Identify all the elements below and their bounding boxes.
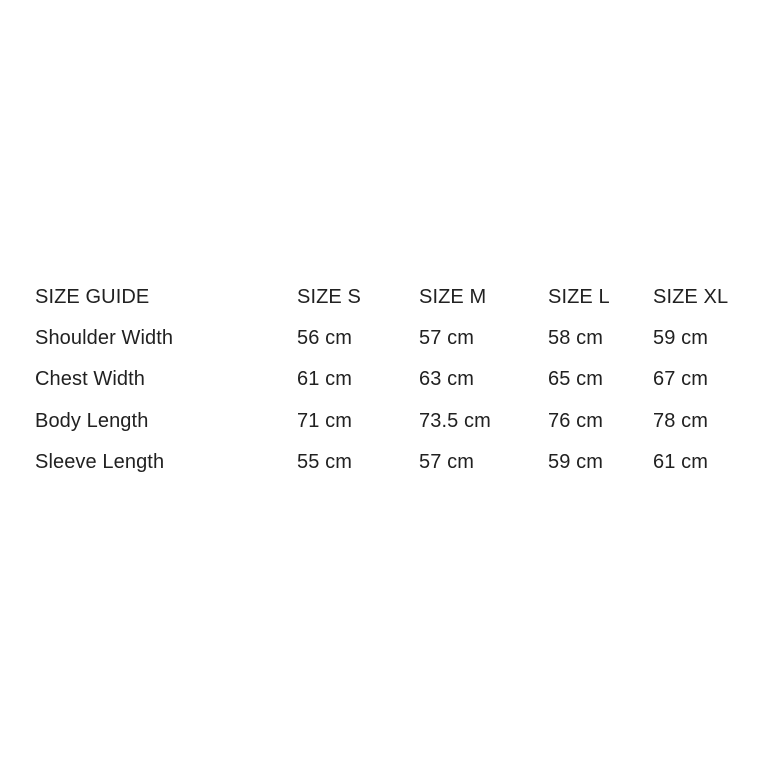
row-label-shoulder-width: Shoulder Width [35, 326, 174, 349]
column-header-size-l: SIZE L [548, 285, 610, 308]
shoulder-width-size-xl: 59 cm [653, 326, 708, 349]
size-guide-table: SIZE GUIDE SIZE S SIZE M SIZE L SIZE XL … [35, 276, 733, 482]
size-guide-title: SIZE GUIDE [35, 285, 150, 308]
chest-width-size-l: 65 cm [548, 368, 603, 391]
shoulder-width-size-m: 57 cm [419, 326, 474, 349]
body-length-size-m: 73.5 cm [419, 409, 491, 432]
row-label-sleeve-length: Sleeve Length [35, 450, 165, 473]
chest-width-size-xl: 67 cm [653, 368, 708, 391]
sleeve-length-size-xl: 61 cm [653, 450, 708, 473]
column-header-size-s: SIZE S [297, 285, 361, 308]
row-label-chest-width: Chest Width [35, 368, 146, 391]
sleeve-length-size-l: 59 cm [548, 450, 603, 473]
shoulder-width-size-s: 56 cm [297, 326, 352, 349]
row-label-body-length: Body Length [35, 409, 149, 432]
chest-width-size-s: 61 cm [297, 368, 352, 391]
shoulder-width-size-l: 58 cm [548, 326, 603, 349]
sleeve-length-size-m: 57 cm [419, 450, 474, 473]
column-header-size-xl: SIZE XL [653, 285, 729, 308]
body-length-size-s: 71 cm [297, 409, 352, 432]
sleeve-length-size-s: 55 cm [297, 450, 352, 473]
body-length-size-l: 76 cm [548, 409, 603, 432]
column-header-size-m: SIZE M [419, 285, 487, 308]
chest-width-size-m: 63 cm [419, 368, 474, 391]
body-length-size-xl: 78 cm [653, 409, 708, 432]
